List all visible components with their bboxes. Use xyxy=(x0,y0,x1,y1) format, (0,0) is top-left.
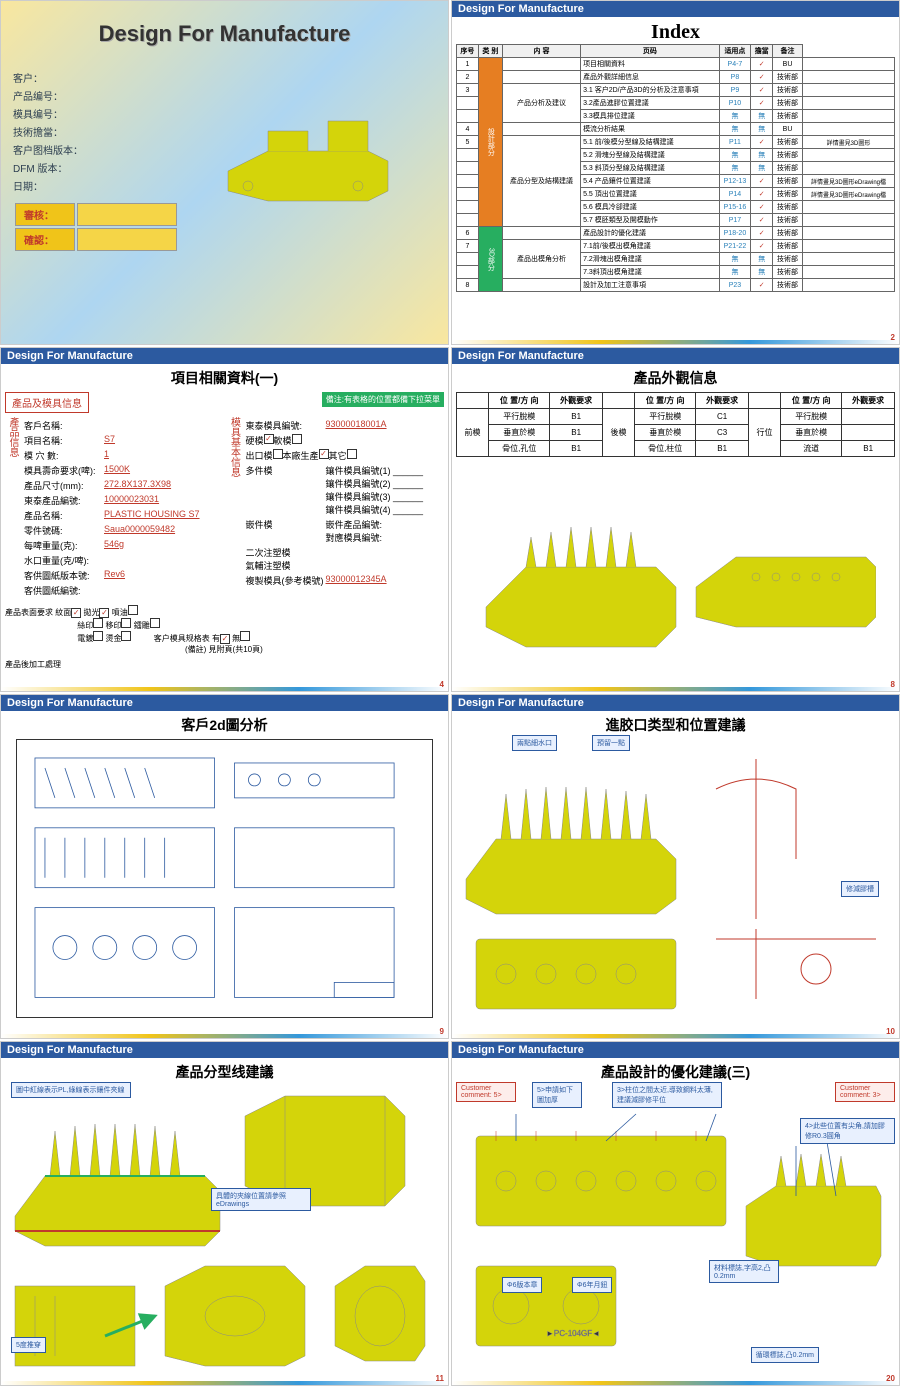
callout-groove: 修減膠槽 xyxy=(841,881,879,897)
slide-cover: Design For Manufacture 客户： 产品编号： 模具编号： 技… xyxy=(0,0,449,345)
slide-header: Design For Manufacture xyxy=(452,695,899,711)
s20-title: 產品設計的優化建議(三) xyxy=(456,1062,895,1082)
callout-5deg: 5度推穿 xyxy=(11,1337,46,1353)
gate-diagram xyxy=(456,739,886,1019)
slide-number: 4 xyxy=(440,680,444,689)
callout-3: 3>柱位之間太近,導致鋼料太薄,建議減膠修平位 xyxy=(612,1082,722,1108)
svg-text:►PC-104GF◄: ►PC-104GF◄ xyxy=(546,1329,600,1338)
slide-optimization: Design For Manufacture 產品設計的優化建議(三) Cust… xyxy=(451,1041,900,1386)
post-label: 產品後加工處理 xyxy=(5,659,444,670)
s9-title: 客戶2d圖分析 xyxy=(5,715,444,735)
drawing-frame xyxy=(16,739,433,1018)
callout-4: 4>此些位置有尖角,請加膠修R0.3圓角 xyxy=(800,1118,895,1144)
slide-header: Design For Manufacture xyxy=(452,1,899,17)
slide-gate-suggestion: Design For Manufacture 進胶口类型和位置建議 兩點細水口 … xyxy=(451,694,900,1039)
s11-title: 產品分型线建議 xyxy=(5,1062,444,1082)
callout-ym: Φ6年月鈕 xyxy=(572,1277,612,1293)
callout-pl: 圖中紅線表示PL,綠線表示鑲件夾線 xyxy=(11,1082,131,1098)
surface-label: 產品表面要求 xyxy=(5,608,53,617)
slide-project-data: Design For Manufacture 項目相關資料(一) 產品及模具信息… xyxy=(0,347,449,692)
slide-header: Design For Manufacture xyxy=(452,1042,899,1058)
callout-5: 5>申請如下圖加厚 xyxy=(532,1082,582,1108)
slide-number: 20 xyxy=(886,1374,895,1383)
slide-index: Design For Manufacture Index 序号类 别内 容页码适… xyxy=(451,0,900,345)
main-title: Design For Manufacture xyxy=(1,1,448,67)
info-box: 產品及模具信息 xyxy=(5,392,89,413)
sig-confirm: 確認： xyxy=(15,228,75,251)
callout-mat: 材料標誌,字高2,凸0.2mm xyxy=(709,1260,779,1283)
signature-table: 審核： 確認： xyxy=(13,201,179,253)
slide-number: 9 xyxy=(440,1027,444,1036)
slide-parting-line: Design For Manufacture 產品分型线建議 圖中紅線表示PL,… xyxy=(0,1041,449,1386)
s4-title: 項目相關資料(一) xyxy=(5,368,444,388)
callout-cc5: Customer comment: 5> xyxy=(456,1082,516,1102)
warn-box: 備注:有表格的位置都備下拉菜單 xyxy=(322,392,444,407)
slide-appearance: Design For Manufacture 產品外觀信息 位 置/方 向外觀要… xyxy=(451,347,900,692)
sig-review: 審核： xyxy=(15,203,75,226)
callout-recycle: 循環標誌,凸0.2mm xyxy=(751,1347,819,1363)
slide-number: 10 xyxy=(886,1027,895,1036)
callout-gate1: 兩點細水口 xyxy=(512,735,557,751)
spec-label: 客户模具规格表 xyxy=(154,634,210,643)
slide-number: 11 xyxy=(436,1374,444,1383)
technical-drawing xyxy=(25,748,424,1027)
s8-title: 產品外觀信息 xyxy=(456,368,895,388)
callout-gate2: 預留一點 xyxy=(592,735,630,751)
field-customer: 客户： xyxy=(13,70,436,85)
callout-cc3: Customer comment: 3> xyxy=(835,1082,895,1102)
slide-number: 2 xyxy=(891,333,895,342)
index-table: 序号类 别内 容页码适用点擔當备注 1設計部分项目相關資料P4-7✓BU2產品外… xyxy=(456,44,895,292)
slide-header: Design For Manufacture xyxy=(1,1042,448,1058)
parting-diagram xyxy=(5,1086,435,1376)
part-render-icon xyxy=(208,91,408,221)
callout-v6: Φ6版本章 xyxy=(502,1277,542,1293)
side-right: 模具基本信息 xyxy=(227,417,242,599)
callout-edrw: 具體的夾線位置請參照eDrawings xyxy=(211,1188,311,1211)
slide-number: 8 xyxy=(891,680,895,689)
slide-header: Design For Manufacture xyxy=(1,348,448,364)
slide-header: Design For Manufacture xyxy=(1,695,448,711)
appearance-table: 位 置/方 向外觀要求位 置/方 向外觀要求位 置/方 向外觀要求 前模平行脫模… xyxy=(456,392,895,457)
part-render-dual xyxy=(476,467,876,667)
slide-2d-analysis: Design For Manufacture 客戶2d圖分析 xyxy=(0,694,449,1039)
index-title: Index xyxy=(456,21,895,44)
s10-title: 進胶口类型和位置建議 xyxy=(456,715,895,735)
side-left: 產品信息 xyxy=(5,417,20,599)
slide-header: Design For Manufacture xyxy=(452,348,899,364)
